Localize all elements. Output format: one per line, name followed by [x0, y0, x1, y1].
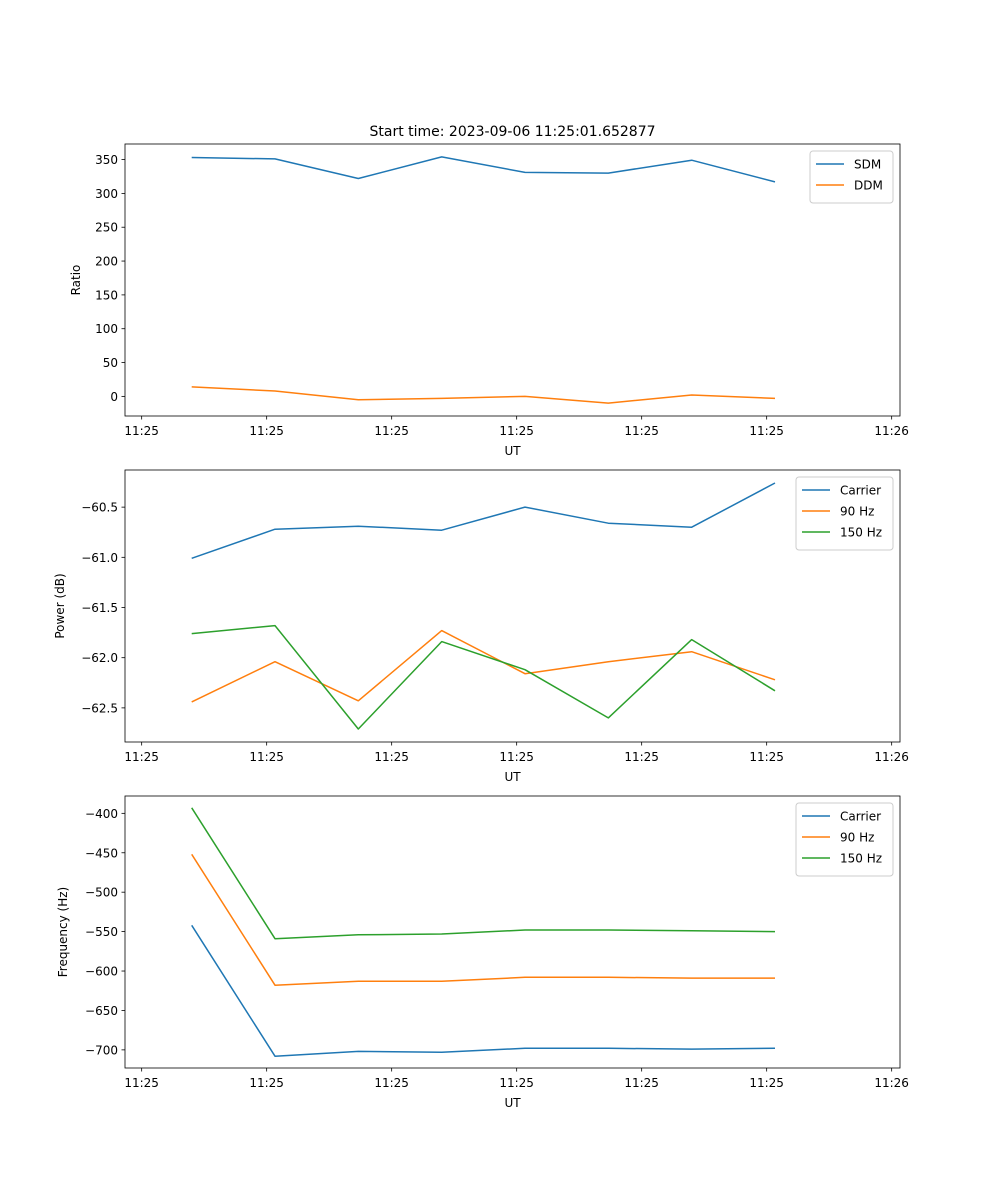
y-tick-label: −60.5: [81, 501, 118, 515]
y-tick-label: 50: [103, 356, 118, 370]
y-tick-label: −62.5: [81, 701, 118, 715]
x-tick-label: 11:25: [249, 424, 284, 438]
y-tick-label: −61.5: [81, 601, 118, 615]
legend-label: Carrier: [840, 484, 881, 498]
x-tick-label: 11:25: [124, 750, 159, 764]
legend-label: 90 Hz: [840, 831, 874, 845]
y-tick-label: −61.0: [81, 551, 118, 565]
legend-label: SDM: [854, 158, 881, 172]
legend-label: 150 Hz: [840, 852, 882, 866]
x-tick-label: 11:26: [874, 750, 909, 764]
x-tick-label: 11:25: [624, 424, 659, 438]
x-tick-label: 11:25: [499, 424, 534, 438]
y-tick-label: 350: [95, 153, 118, 167]
x-tick-label: 11:25: [249, 750, 284, 764]
axes-frame: [124, 469, 901, 743]
legend-label: DDM: [854, 179, 883, 193]
chart-title: Start time: 2023-09-06 11:25:01.652877: [369, 124, 655, 140]
x-tick-label: 11:26: [874, 1076, 909, 1090]
y-tick-label: −400: [85, 807, 118, 821]
y-tick-label: −650: [85, 1004, 118, 1018]
y-tick-label: 100: [95, 322, 118, 336]
series-line-sdm: [191, 156, 776, 183]
y-axis-label: Ratio: [69, 265, 83, 296]
x-axis-label: UT: [504, 444, 521, 458]
y-tick-label: 150: [95, 288, 118, 302]
y-tick-label: −700: [85, 1043, 118, 1057]
series-line-150-hz: [191, 624, 776, 730]
y-tick-label: 200: [95, 255, 118, 269]
legend: Carrier 90 Hz 150 Hz: [795, 802, 894, 877]
y-tick-label: −550: [85, 925, 118, 939]
series-line-ddm: [191, 386, 776, 404]
legend-label: Carrier: [840, 810, 881, 824]
legend: Carrier 90 Hz 150 Hz: [795, 476, 894, 551]
x-tick-label: 11:25: [124, 1076, 159, 1090]
x-tick-label: 11:25: [374, 424, 409, 438]
y-tick-label: −62.0: [81, 651, 118, 665]
x-tick-label: 11:25: [624, 750, 659, 764]
x-tick-label: 11:25: [749, 750, 784, 764]
x-tick-label: 11:25: [749, 1076, 784, 1090]
subplot-3: 11:25 11:25 11:25 11:25 11:25 11:25 11:26 −700 −…: [56, 795, 909, 1110]
y-tick-label: −450: [85, 846, 118, 860]
subplot-2: 11:25 11:25 11:25 11:25 11:25 11:25 11:26 −62.5…: [53, 469, 909, 784]
series-line-90-hz: [191, 853, 775, 986]
y-tick-label: −600: [85, 965, 118, 979]
legend: SDM DDM: [809, 150, 894, 204]
y-axis-label: Frequency (Hz): [56, 887, 70, 978]
x-tick-label: 11:25: [374, 750, 409, 764]
series-line-150-hz: [191, 807, 776, 940]
series-line-90-hz: [191, 629, 776, 703]
y-tick-label: −500: [85, 886, 118, 900]
y-axis-label: Power (dB): [53, 573, 67, 638]
legend-label: 150 Hz: [840, 526, 882, 540]
y-tick-label: 250: [95, 221, 118, 235]
x-axis-label: UT: [504, 770, 521, 784]
x-tick-label: 11:25: [374, 1076, 409, 1090]
x-axis-label: UT: [504, 1096, 521, 1110]
x-tick-label: 11:25: [499, 750, 534, 764]
x-tick-label: 11:25: [499, 1076, 534, 1090]
x-tick-label: 11:25: [249, 1076, 284, 1090]
x-tick-label: 11:25: [624, 1076, 659, 1090]
x-tick-label: 11:25: [749, 424, 784, 438]
series-line-carrier: [191, 482, 776, 560]
x-tick-label: 11:26: [874, 424, 909, 438]
x-tick-label: 11:25: [124, 424, 159, 438]
legend-label: 90 Hz: [840, 505, 874, 519]
y-tick-label: 300: [95, 187, 118, 201]
series-line-carrier: [191, 924, 776, 1057]
axes-frame: [124, 143, 901, 417]
subplot-1: 11:25 11:25 11:25 11:25 11:25 11:25 11:26 0 50 10…: [69, 124, 909, 458]
y-tick-label: 0: [110, 390, 118, 404]
